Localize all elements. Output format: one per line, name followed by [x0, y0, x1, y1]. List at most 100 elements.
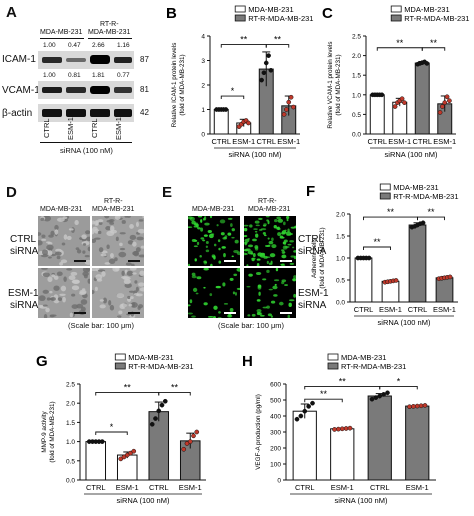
fluorescent-cell [283, 221, 286, 226]
fluorescence-image-ctrl-parental [188, 216, 240, 266]
fluorescent-cell [244, 224, 249, 227]
data-point [393, 278, 399, 283]
panel-e-label: E [162, 184, 173, 201]
icam-kda: 87 [140, 55, 149, 64]
actin-bands [42, 109, 132, 117]
cell [132, 272, 137, 275]
vcam-value-2: 0.81 [68, 72, 81, 79]
fluorescent-cell [203, 234, 208, 237]
data-point [162, 398, 168, 404]
y-tick-label: 2.5 [66, 382, 75, 389]
significance-bracket [220, 95, 245, 100]
fluorescent-cell [227, 217, 233, 220]
fluorescent-cell [274, 283, 277, 286]
panel-e-row2-label-a: ESM-1 [298, 288, 329, 299]
fluorescent-cell [236, 268, 240, 272]
data-point [284, 107, 289, 112]
legend-label: RT-R-MDA-MB-231 [404, 14, 469, 23]
fluorescent-cell [292, 278, 296, 282]
fluorescent-cell [288, 299, 295, 302]
data-point [302, 408, 308, 414]
cell [74, 220, 79, 226]
x-tick-label: CTRL [367, 137, 387, 146]
y-tick-label: 1.0 [352, 92, 361, 99]
fluorescent-cell [205, 245, 209, 249]
cell [138, 219, 144, 222]
fluorescent-cell [199, 254, 202, 258]
x-axis-label: siRNA (100 nM) [229, 150, 282, 159]
fluorescent-cell [277, 218, 284, 223]
fluorescent-cell [254, 220, 260, 224]
fluorescent-cell [234, 291, 237, 296]
cell [62, 296, 66, 303]
vcam-value-1: 1.00 [43, 72, 56, 79]
fluorescent-cell [233, 273, 238, 277]
cell [139, 287, 144, 292]
icam-value-4: 1.16 [117, 42, 130, 49]
x-tick-label: ESM-1 [179, 483, 202, 492]
fluorescent-cell [273, 294, 278, 297]
cell [102, 297, 108, 304]
significance-bracket [265, 44, 290, 48]
cell [71, 285, 80, 291]
y-axis-label: (fold of MDA-MB-231) [319, 227, 326, 288]
fluorescent-cell [188, 263, 191, 266]
legend-swatch [379, 192, 391, 200]
fluorescent-cell [247, 314, 251, 317]
fluorescent-cell [293, 293, 296, 298]
cell [56, 255, 61, 260]
panel-e-col1-label: MDA-MB-231 [192, 206, 235, 213]
fluorescent-cell [232, 291, 236, 295]
cell [138, 282, 144, 287]
fluorescent-cell [268, 262, 272, 266]
fluorescent-cell [207, 230, 212, 234]
cell [85, 268, 90, 271]
fluorescent-cell [231, 236, 235, 239]
fluorescent-cell [286, 234, 292, 236]
cell [81, 234, 87, 240]
fluorescent-cell [191, 315, 196, 318]
fluorescent-cell [218, 247, 221, 251]
data-point [381, 392, 386, 397]
fluorescent-cell [271, 237, 274, 242]
data-point [369, 396, 375, 402]
data-point [332, 427, 337, 432]
panel-d-row1-label-a: CTRL [10, 234, 37, 245]
cell [116, 315, 122, 318]
group1-underline [40, 38, 84, 39]
cell [82, 243, 87, 246]
fluorescent-cell [279, 235, 284, 238]
fluorescent-cell [194, 258, 197, 262]
x-tick-label: ESM-1 [232, 137, 255, 146]
fluorescent-cell [221, 246, 226, 249]
fluorescent-cell [252, 253, 256, 258]
fluorescent-cell [218, 311, 221, 314]
fluorescent-cell [277, 232, 282, 236]
cell [50, 230, 55, 236]
fluorescent-cell [281, 254, 287, 259]
data-point [366, 255, 372, 261]
data-point [281, 112, 287, 117]
cell [85, 236, 90, 241]
fluorescent-cell [218, 260, 222, 264]
cell [104, 216, 110, 219]
fluorescent-cell [281, 263, 286, 266]
scale-bar [128, 260, 140, 262]
fluorescent-cell [250, 252, 253, 255]
data-point [440, 104, 445, 109]
cell [49, 297, 54, 301]
fluorescent-cell [248, 273, 253, 277]
y-tick-label: 300 [270, 430, 281, 437]
vcam-label: VCAM-1 [2, 85, 40, 96]
cell [142, 216, 144, 219]
fluorescent-cell [274, 219, 278, 223]
data-point [294, 416, 300, 422]
cell [56, 271, 63, 277]
data-point [286, 99, 292, 105]
fluorescent-cell [192, 287, 198, 293]
fluorescent-cell [267, 313, 272, 317]
y-tick-label: 1.5 [66, 420, 75, 427]
data-point [414, 403, 420, 409]
significance-bracket [304, 398, 343, 403]
